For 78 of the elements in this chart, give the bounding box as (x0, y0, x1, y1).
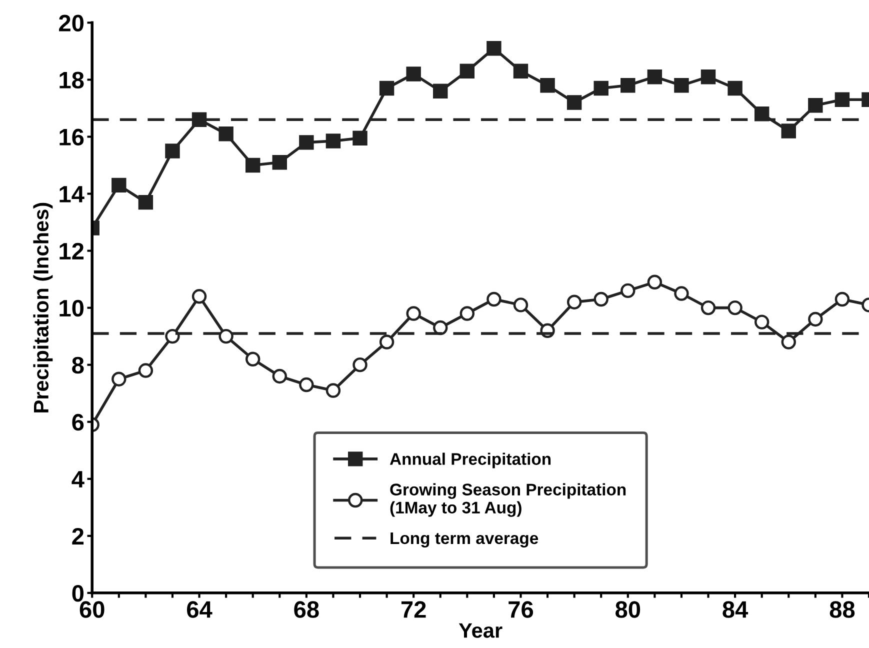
y-tick-label: 4 (72, 471, 84, 488)
point (728, 80, 742, 96)
point (460, 306, 475, 321)
legend-label: Long term average (390, 532, 538, 548)
x-tick-label: 80 (616, 601, 640, 618)
point (647, 69, 662, 84)
x-tick-label: 60 (80, 601, 104, 618)
x-tick-label: 84 (722, 601, 748, 618)
point (674, 286, 689, 301)
point (594, 292, 608, 307)
point (486, 292, 502, 307)
point (245, 352, 260, 366)
y-tick-label: 18 (60, 72, 84, 88)
y-tick-label: 20 (59, 14, 84, 32)
point (566, 95, 582, 110)
point (620, 283, 636, 298)
point (245, 158, 260, 173)
point (192, 112, 207, 127)
y-tick-label: 12 (60, 242, 84, 260)
point (620, 78, 636, 93)
point (192, 289, 207, 304)
point (165, 328, 180, 344)
point (406, 306, 421, 321)
y-tick-label: 14 (60, 186, 84, 202)
point (513, 298, 528, 312)
point (781, 124, 796, 138)
point (218, 126, 234, 142)
point (326, 134, 341, 148)
point (647, 274, 662, 290)
point (808, 98, 823, 113)
point (433, 84, 448, 98)
y-tick-label: 0 (72, 584, 84, 602)
legend-label: Growing Season Precipitation (1May to 31 Aug) (390, 483, 626, 517)
point (808, 312, 823, 327)
y-tick-label: 6 (72, 414, 84, 431)
point (486, 40, 502, 56)
point (272, 155, 287, 170)
point (433, 320, 448, 336)
point (460, 64, 475, 79)
point (272, 368, 287, 384)
x-axis-title: Year (458, 623, 502, 638)
y-tick-label: 16 (60, 128, 84, 146)
point (594, 80, 608, 96)
point (112, 178, 126, 193)
point (112, 372, 126, 386)
legend-label: Annual Precipitation (390, 452, 551, 468)
point (674, 78, 689, 93)
point (540, 78, 555, 93)
point (728, 300, 742, 316)
point (406, 66, 421, 82)
x-tick-label: 76 (508, 601, 534, 618)
x-tick-label: 64 (187, 601, 212, 618)
point (781, 334, 796, 350)
point (566, 294, 582, 310)
point (352, 130, 368, 146)
x-tick-label: 68 (294, 601, 319, 618)
point (379, 80, 394, 96)
y-tick-label: 8 (72, 356, 84, 374)
x-tick-label: 72 (401, 601, 426, 618)
point (138, 194, 154, 210)
point (834, 92, 850, 108)
point (513, 64, 528, 79)
point (834, 292, 850, 307)
point (352, 357, 368, 372)
point (218, 328, 234, 344)
point (700, 300, 716, 316)
point (138, 363, 154, 378)
y-tick-label: 2 (72, 528, 84, 544)
point (754, 314, 770, 330)
y-tick-label: 10 (60, 300, 84, 317)
point (379, 334, 394, 350)
point (700, 69, 716, 84)
point (165, 144, 180, 158)
point (326, 383, 341, 398)
x-tick-label: 88 (830, 601, 855, 618)
point (299, 135, 314, 150)
point (299, 377, 314, 392)
y-axis-title: Precipitation (Inches) (33, 202, 53, 412)
